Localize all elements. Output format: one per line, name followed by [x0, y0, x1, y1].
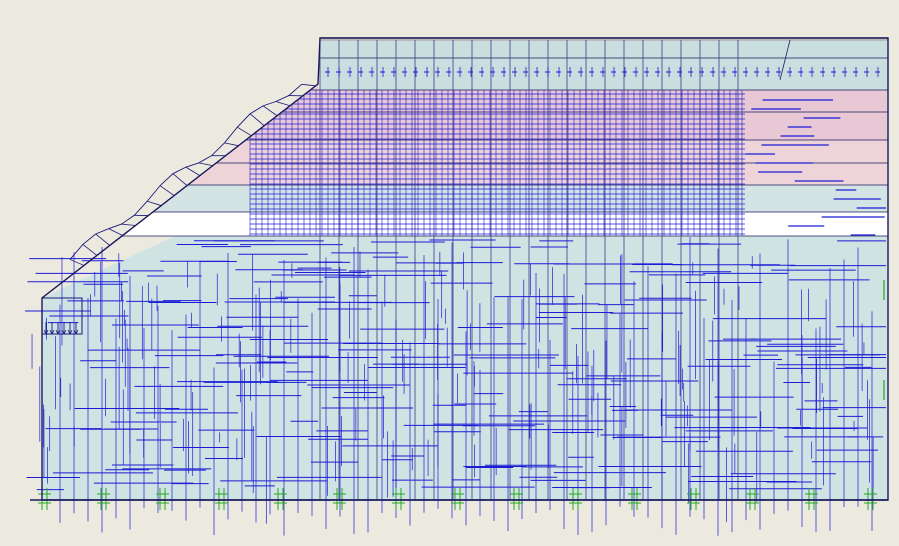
crest-crack-line: [779, 39, 791, 81]
toe-arrowhead-0: [43, 329, 49, 335]
base-anchor-markers: [38, 280, 885, 510]
load-arrow-18: [301, 83, 316, 87]
load-arrow-6: [147, 200, 162, 206]
reinforcement-bars: [25, 67, 886, 524]
toe-arrowhead-4: [67, 329, 73, 335]
crest-strip: [320, 38, 888, 58]
load-arrow-10: [198, 162, 213, 167]
load-arrow-7: [159, 185, 175, 196]
toe-arrowhead-1: [49, 329, 55, 335]
silt-band-layer: [152, 185, 888, 212]
load-arrow-1: [82, 244, 98, 256]
load-arrow-14: [249, 113, 265, 127]
toe-arrowhead-2: [55, 329, 61, 335]
load-arrow-13: [237, 126, 252, 137]
toe-arrowhead-5: [73, 329, 79, 335]
load-arrow-3: [108, 228, 123, 236]
load-arrow-0: [69, 259, 85, 266]
model-outline: [30, 37, 889, 501]
load-arrow-2: [95, 233, 110, 246]
load-arrow-16: [275, 101, 291, 107]
load-arrow-12: [224, 142, 239, 147]
surface-crust-layer: [320, 37, 888, 41]
load-envelope: [69, 83, 302, 260]
load-arrow-8: [172, 173, 188, 186]
toe-arrowhead-3: [61, 329, 67, 335]
load-arrow-15: [262, 105, 278, 117]
slope-surface-load: [41, 83, 316, 335]
load-arrow-9: [185, 166, 201, 176]
load-arrow-4: [121, 223, 136, 226]
